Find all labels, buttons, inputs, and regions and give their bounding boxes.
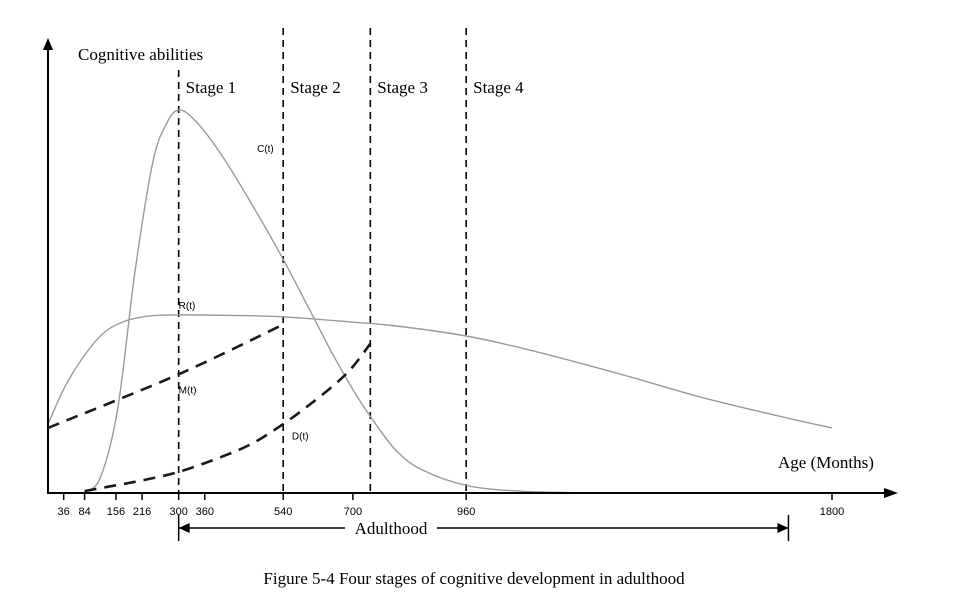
x-tick-label: 300 xyxy=(169,506,187,518)
series-line-ct xyxy=(84,109,593,494)
axes xyxy=(43,38,898,498)
series-line-rt xyxy=(47,314,833,429)
series-label-ct: C(t) xyxy=(257,144,274,155)
series-line-dt xyxy=(84,342,372,493)
adulthood-arrow-left xyxy=(178,523,190,533)
figure-caption: Figure 5-4 Four stages of cognitive deve… xyxy=(263,569,685,588)
series-layer xyxy=(47,109,833,494)
x-tick-label: 156 xyxy=(107,506,125,518)
stage-label: Stage 1 xyxy=(186,78,237,97)
series-label-dt: D(t) xyxy=(292,431,309,442)
series-label-mt: M(t) xyxy=(179,385,197,396)
stage-label: Stage 2 xyxy=(290,78,341,97)
series-label-rt: R(t) xyxy=(179,301,196,312)
x-tick-label: 960 xyxy=(457,506,475,518)
x-axis-arrowhead xyxy=(884,488,898,498)
stage-label: Stage 4 xyxy=(473,78,524,97)
x-tick-label: 216 xyxy=(133,506,151,518)
x-tick-label: 540 xyxy=(274,506,292,518)
x-tick-label: 700 xyxy=(344,506,362,518)
label-layer: Stage 1 Stage 2 Stage 3 Stage 4 C(t) R(t) M(t)… xyxy=(177,78,790,541)
x-axis-label: Age (Months) xyxy=(778,453,874,472)
series-line-mt xyxy=(47,323,284,430)
stage-boundary-lines xyxy=(177,28,467,493)
stage-label: Stage 3 xyxy=(377,78,428,97)
x-tick-label: 360 xyxy=(196,506,214,518)
adulthood-label: Adulthood xyxy=(355,519,428,538)
x-tick-layer: 36 84 156 216 300 360 540 700 960 1800 xyxy=(58,493,844,518)
x-tick-label: 1800 xyxy=(820,506,844,518)
y-axis-arrowhead xyxy=(43,38,53,50)
y-axis-label: Cognitive abilities xyxy=(78,45,203,64)
x-tick-label: 36 xyxy=(58,506,70,518)
adulthood-arrow-right xyxy=(777,523,789,533)
x-tick-label: 84 xyxy=(78,506,90,518)
